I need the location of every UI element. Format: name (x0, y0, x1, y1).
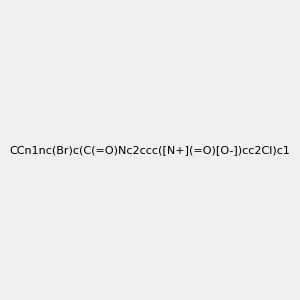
Text: CCn1nc(Br)c(C(=O)Nc2ccc([N+](=O)[O-])cc2Cl)c1: CCn1nc(Br)c(C(=O)Nc2ccc([N+](=O)[O-])cc2… (10, 145, 290, 155)
